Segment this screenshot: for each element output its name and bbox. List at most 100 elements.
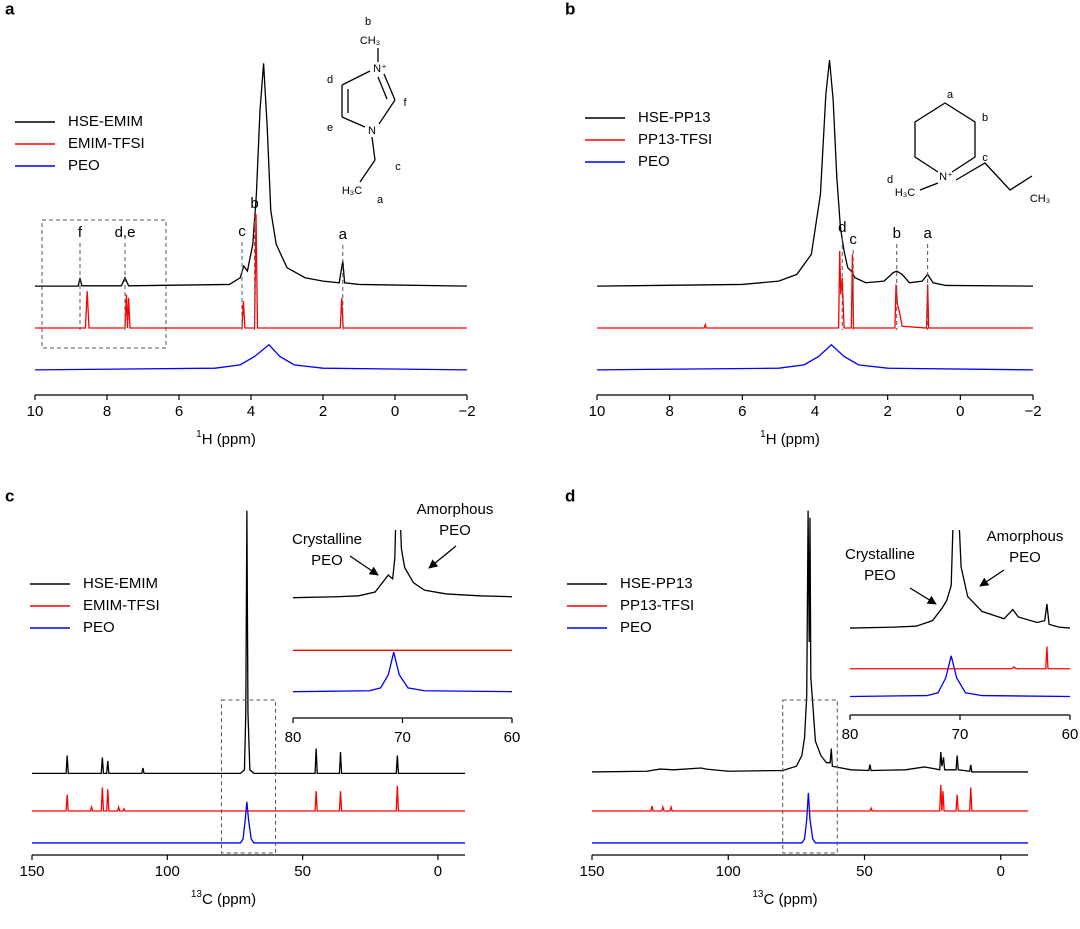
spectrum-line [596, 343, 1034, 371]
x-tick-label: 0 [434, 863, 442, 880]
peak-label: c [849, 231, 857, 248]
structure-label: c [395, 161, 401, 173]
panel-label: a [5, 0, 15, 18]
peak-label: a [923, 225, 932, 242]
spectrum-line [35, 63, 468, 287]
x-tick-label: 8 [103, 403, 111, 420]
x-tick-label: −2 [1024, 403, 1041, 420]
peak-label: f [78, 224, 83, 241]
x-tick-label: 80 [285, 729, 302, 746]
x-tick-label: 100 [716, 863, 741, 880]
annotation: PEO [864, 567, 896, 584]
x-axis-label-sup: 13 [191, 889, 203, 900]
x-tick-label: 60 [1062, 726, 1079, 743]
zoom-box [782, 699, 838, 854]
x-tick-label: 150 [579, 863, 604, 880]
x-axis-label: 1H (ppm) [196, 429, 256, 448]
arrow [909, 587, 937, 605]
peak-label: b [893, 225, 901, 242]
x-tick-label: 0 [391, 403, 399, 420]
x-tick-label: 6 [175, 403, 183, 420]
annotation: Amorphous [987, 528, 1064, 545]
x-tick-label: 4 [811, 403, 819, 420]
spectrum-line [849, 530, 1071, 629]
spectrum-line [849, 655, 1071, 698]
structure-label: CH₃ [1030, 193, 1050, 205]
legend-label: EMIM-TFSI [83, 597, 160, 614]
x-tick-label: −2 [458, 403, 475, 420]
panel-label: c [5, 486, 14, 505]
x-tick-label: 0 [956, 403, 964, 420]
structure-label: f [403, 97, 407, 109]
spectrum-line [34, 343, 468, 371]
structure-label: d [327, 74, 333, 86]
legend-label: PEO [620, 619, 652, 636]
legend-label: PEO [68, 157, 100, 174]
legend-label: HSE-PP13 [638, 109, 711, 126]
annotation: Crystalline [845, 546, 915, 563]
annotation: Amorphous [417, 501, 494, 518]
x-tick-label: 2 [883, 403, 891, 420]
arrow [979, 569, 1005, 587]
spectrum-line [591, 510, 1028, 773]
structure-label: H₃C [895, 187, 915, 199]
spectrum-line [292, 530, 513, 599]
peak-label: b [250, 195, 258, 212]
x-tick-label: 10 [589, 403, 606, 420]
x-tick-label: 10 [27, 403, 44, 420]
spectrum-line [35, 214, 467, 329]
arrow [349, 555, 379, 576]
structure-label: N⁺ [373, 63, 387, 75]
x-axis-label-sup: 1 [196, 429, 202, 440]
x-axis-label-text: H (ppm) [766, 431, 820, 448]
x-axis-label-sup: 1 [760, 429, 766, 440]
spectrum-line [32, 785, 465, 812]
legend-label: HSE-EMIM [83, 575, 158, 592]
spectrum-line [597, 250, 1033, 329]
zoom-box [220, 699, 277, 854]
x-tick-label: 150 [19, 863, 44, 880]
x-tick-label: 50 [294, 863, 311, 880]
emim-structure [341, 48, 396, 183]
peak-label: d,e [115, 224, 136, 241]
panel-label: b [565, 0, 575, 18]
peak-label: a [339, 226, 348, 243]
structure-label: N [368, 125, 376, 137]
x-axis-label: 13C (ppm) [191, 889, 256, 908]
x-tick-label: 0 [997, 863, 1005, 880]
x-tick-label: 70 [952, 726, 969, 743]
structure-label: e [327, 122, 333, 134]
arrow [428, 545, 457, 569]
structure-label: b [365, 16, 371, 28]
x-tick-label: 8 [665, 403, 673, 420]
x-tick-label: 6 [738, 403, 746, 420]
structure-label: d [887, 174, 893, 186]
x-axis-label-text: C (ppm) [202, 891, 256, 908]
legend-label: EMIM-TFSI [68, 135, 145, 152]
peak-label: d [838, 219, 846, 236]
x-axis-label-text: C (ppm) [763, 891, 817, 908]
annotation: PEO [1009, 549, 1041, 566]
structure-label: a [947, 89, 954, 101]
legend-label: PP13-TFSI [620, 597, 694, 614]
annotation: PEO [311, 552, 343, 569]
x-axis-label-text: H (ppm) [202, 431, 256, 448]
x-axis-label: 13C (ppm) [752, 889, 817, 908]
pp13-structure [914, 102, 1033, 191]
x-axis-label: 1H (ppm) [760, 429, 820, 448]
x-tick-label: 4 [247, 403, 255, 420]
x-tick-label: 70 [394, 729, 411, 746]
spectrum-line [592, 785, 1028, 812]
legend-label: PP13-TFSI [638, 131, 712, 148]
annotation: Crystalline [292, 531, 362, 548]
x-axis-label-sup: 13 [752, 889, 764, 900]
structure-label: N⁺ [939, 171, 953, 183]
panel-label: d [565, 486, 575, 505]
x-tick-label: 60 [504, 729, 521, 746]
annotation: PEO [439, 522, 471, 539]
legend-label: PEO [83, 619, 115, 636]
legend-label: HSE-EMIM [68, 113, 143, 130]
legend-label: HSE-PP13 [620, 575, 693, 592]
structure-label: a [377, 194, 384, 206]
